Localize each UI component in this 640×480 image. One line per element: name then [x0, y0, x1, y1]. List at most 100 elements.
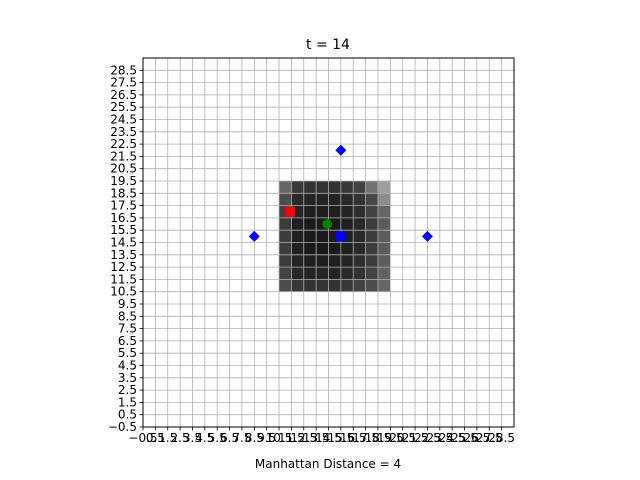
- x-tick-label: 19.5: [377, 431, 404, 445]
- y-tick-label: 19.5: [110, 174, 137, 188]
- heatmap-cell: [316, 193, 329, 206]
- x-tick-label: 1.5: [158, 431, 177, 445]
- x-tick-label: 16.5: [340, 431, 367, 445]
- heatmap-cell: [328, 193, 341, 206]
- y-tick-label: 11.5: [110, 272, 137, 286]
- heatmap-cell: [279, 230, 292, 243]
- heatmap-cell: [328, 242, 341, 255]
- x-tick-label: 4.5: [195, 431, 214, 445]
- heatmap-cell: [279, 279, 292, 292]
- heatmap-cell: [353, 279, 366, 292]
- heatmap-cell: [291, 230, 304, 243]
- heatmap-cell: [303, 181, 317, 194]
- y-tick-label: 20.5: [110, 162, 137, 176]
- heatmap-cell: [328, 254, 341, 268]
- y-tick-label: 27.5: [110, 76, 137, 90]
- x-tick-label: −0.5: [128, 431, 157, 445]
- x-tick-label: 12.5: [290, 431, 317, 445]
- y-tick-label: 25.5: [110, 100, 137, 114]
- heatmap-cell: [377, 254, 391, 268]
- y-tick-label: 5.5: [118, 346, 137, 360]
- heatmap-cell: [340, 279, 354, 292]
- y-tick-label: 1.5: [118, 395, 137, 409]
- heatmap: [279, 181, 391, 292]
- heatmap-cell: [353, 181, 366, 194]
- heatmap-cell: [291, 279, 304, 292]
- heatmap-cell: [303, 230, 317, 243]
- heatmap-cell: [353, 254, 366, 268]
- heatmap-cell: [316, 205, 329, 218]
- heatmap-cell: [377, 217, 391, 231]
- y-tick-label: 13.5: [110, 248, 137, 262]
- y-tick-label: 14.5: [110, 236, 137, 250]
- y-tick-label: 7.5: [118, 322, 137, 336]
- heatmap-cell: [365, 267, 378, 280]
- heatmap-cell: [316, 267, 329, 280]
- x-tick-label: 10.5: [266, 431, 293, 445]
- heatmap-cell: [340, 242, 354, 255]
- y-tick-label: 28.5: [110, 63, 137, 77]
- diamond-marker: [335, 144, 347, 156]
- diamond-marker: [248, 230, 260, 242]
- markers: [248, 144, 433, 242]
- y-tick-label: 6.5: [118, 334, 137, 348]
- square-marker: [285, 206, 296, 217]
- heatmap-cell: [377, 181, 391, 194]
- heatmap-cell: [377, 205, 391, 218]
- y-tick-label: 22.5: [110, 137, 137, 151]
- heatmap-cell: [303, 205, 317, 218]
- x-tick-label: 5.5: [208, 431, 227, 445]
- y-tick-label: 0.5: [118, 408, 137, 422]
- x-tick-label: 7.5: [232, 431, 251, 445]
- x-tick-label: 27.5: [476, 431, 503, 445]
- y-tick-label: −0.5: [108, 420, 137, 434]
- y-tick-label: 16.5: [110, 211, 137, 225]
- heatmap-cell: [291, 217, 304, 231]
- heatmap-cell: [365, 193, 378, 206]
- y-tick-label: 24.5: [110, 113, 137, 127]
- heatmap-cell: [279, 193, 292, 206]
- y-tick-label: 10.5: [110, 285, 137, 299]
- y-tick-label: 12.5: [110, 260, 137, 274]
- heatmap-cell: [291, 242, 304, 255]
- heatmap-cell: [328, 205, 341, 218]
- heatmap-cell: [316, 279, 329, 292]
- heatmap-cell: [316, 254, 329, 268]
- x-axis-ticks: −0.50.51.52.53.54.55.56.57.58.59.510.511…: [128, 427, 515, 445]
- chart-title: t = 14: [306, 37, 350, 53]
- x-tick-label: 2.5: [171, 431, 190, 445]
- heatmap-cell: [353, 193, 366, 206]
- y-tick-label: 8.5: [118, 309, 137, 323]
- x-tick-label: 15.5: [328, 431, 355, 445]
- square-marker: [335, 231, 346, 242]
- x-tick-label: 24.5: [439, 431, 466, 445]
- x-tick-label: 26.5: [464, 431, 491, 445]
- heatmap-cell: [328, 267, 341, 280]
- heatmap-cell: [340, 193, 354, 206]
- heatmap-cell: [279, 242, 292, 255]
- x-tick-label: 18.5: [365, 431, 392, 445]
- heatmap-cell: [328, 279, 341, 292]
- heatmap-cell: [353, 217, 366, 231]
- y-tick-label: 17.5: [110, 199, 137, 213]
- x-tick-label: 0.5: [146, 431, 165, 445]
- x-tick-label: 14.5: [315, 431, 342, 445]
- x-tick-label: 3.5: [183, 431, 202, 445]
- y-tick-label: 3.5: [118, 371, 137, 385]
- x-tick-label: 22.5: [414, 431, 441, 445]
- heatmap-cell: [365, 181, 378, 194]
- y-tick-label: 26.5: [110, 88, 137, 102]
- circle-marker: [322, 219, 333, 230]
- x-tick-label: 20.5: [389, 431, 416, 445]
- heatmap-cell: [303, 267, 317, 280]
- y-tick-label: 9.5: [118, 297, 137, 311]
- heatmap-cell: [316, 181, 329, 194]
- heatmap-cell: [365, 254, 378, 268]
- heatmap-cell: [365, 230, 378, 243]
- heatmap-cell: [303, 254, 317, 268]
- y-axis-ticks: −0.50.51.52.53.54.55.56.57.58.59.510.511…: [108, 63, 143, 434]
- heatmap-cell: [316, 230, 329, 243]
- y-tick-label: 18.5: [110, 186, 137, 200]
- heatmap-cell: [353, 267, 366, 280]
- heatmap-cell: [291, 193, 304, 206]
